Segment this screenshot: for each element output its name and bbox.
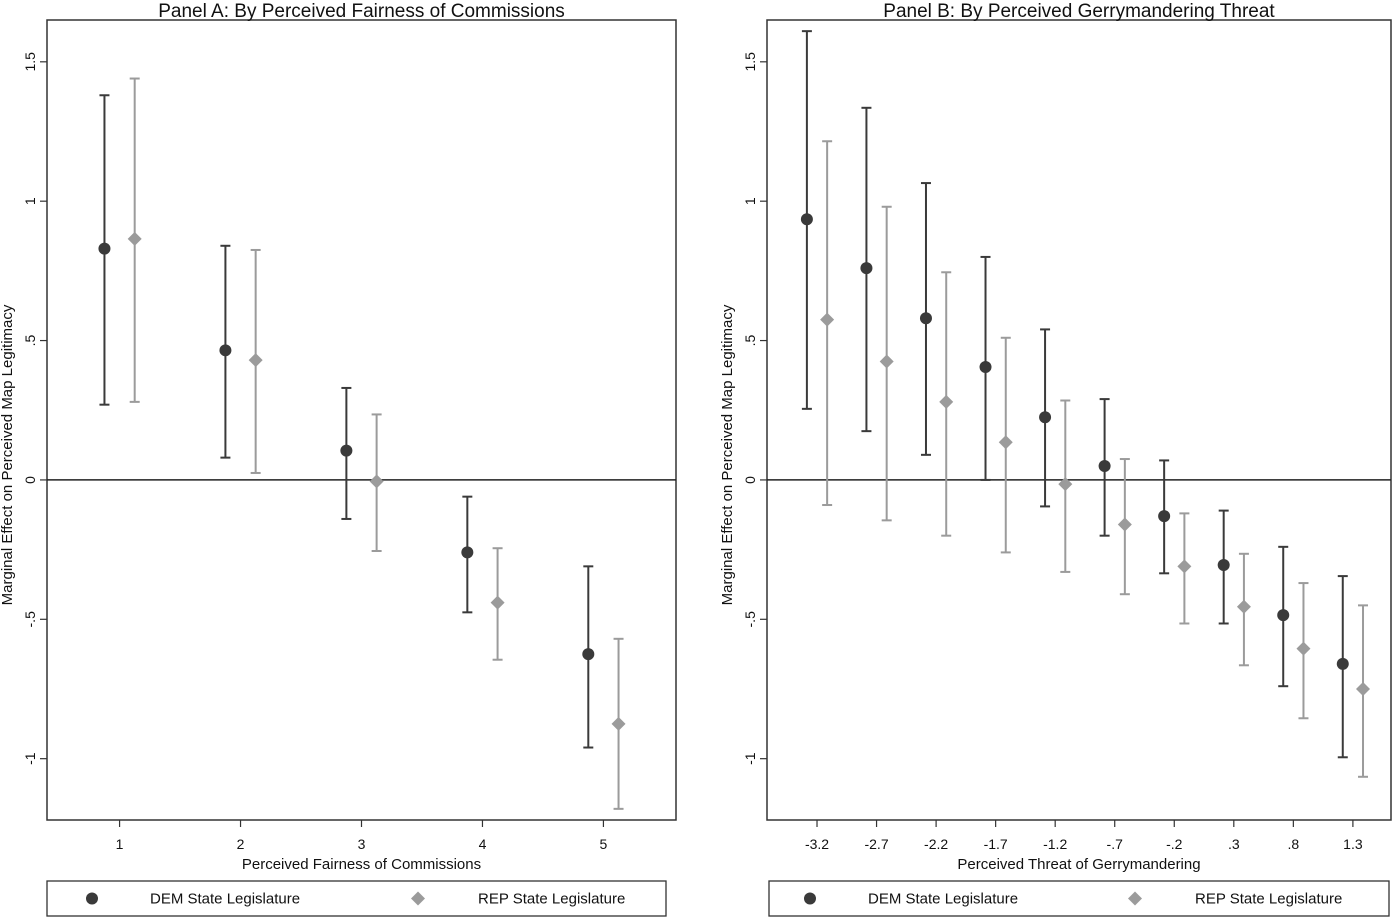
point-estimate-dem xyxy=(860,262,873,275)
x-tick-label: -2.2 xyxy=(924,836,948,852)
x-tick-label: 5 xyxy=(600,836,608,852)
point-estimate-dem xyxy=(919,312,932,325)
series-dem xyxy=(800,30,1349,759)
point-estimate-dem xyxy=(1277,609,1290,622)
y-tick-label: 1 xyxy=(22,197,38,205)
panel-a: Panel A: By Perceived Fairness of Commis… xyxy=(0,1,677,917)
y-tick-label: .5 xyxy=(742,335,758,347)
y-tick-label: 0 xyxy=(742,476,758,484)
y-tick-label: 1.5 xyxy=(742,52,758,72)
y-tick-label: 1.5 xyxy=(22,52,38,72)
y-tick-label: 1 xyxy=(742,197,758,205)
point-estimate-dem xyxy=(1039,411,1052,424)
point-estimate-rep xyxy=(1058,477,1073,492)
x-axis-label: Perceived Fairness of Commissions xyxy=(242,856,481,873)
x-axis-label: Perceived Threat of Gerrymandering xyxy=(957,856,1200,873)
point-estimate-dem xyxy=(1098,459,1111,472)
point-estimate-rep xyxy=(248,353,263,368)
legend-box xyxy=(768,880,1390,917)
chart-title: Panel B: By Perceived Gerrymandering Thr… xyxy=(883,1,1275,22)
y-tick-label: -1 xyxy=(742,752,758,765)
x-tick-label: .3 xyxy=(1228,836,1240,852)
legend-dem-marker xyxy=(86,892,98,905)
legend-box xyxy=(46,880,667,917)
chart-title: Panel A: By Perceived Fairness of Commis… xyxy=(158,1,565,22)
plot-frame xyxy=(46,19,677,821)
point-estimate-rep xyxy=(998,435,1013,450)
point-estimate-rep xyxy=(939,394,954,409)
point-estimate-rep xyxy=(1177,559,1192,574)
point-estimate-rep xyxy=(490,595,505,610)
x-tick-label: 3 xyxy=(358,836,366,852)
x-tick-label: -.7 xyxy=(1107,836,1124,852)
y-axis-label: Marginal Effect on Perceived Map Legitim… xyxy=(0,304,16,605)
y-tick-label: 0 xyxy=(22,476,38,484)
point-estimate-dem xyxy=(800,213,813,226)
x-tick-label: .8 xyxy=(1288,836,1300,852)
legend: DEM State Legislature REP State Legislatu… xyxy=(768,880,1390,917)
point-estimate-rep xyxy=(879,354,894,369)
point-estimate-dem xyxy=(461,546,474,559)
point-estimate-rep xyxy=(1296,641,1311,656)
legend-rep-label: REP State Legislature xyxy=(478,891,625,908)
point-estimate-rep xyxy=(611,716,626,731)
y-tick-label: -1 xyxy=(22,752,38,765)
legend-dem-label: DEM State Legislature xyxy=(150,891,300,908)
x-tick-label: 2 xyxy=(237,836,245,852)
x-tick-label: 4 xyxy=(479,836,487,852)
point-estimate-rep xyxy=(1236,599,1251,614)
point-estimate-rep xyxy=(369,474,384,489)
plot-frame xyxy=(766,19,1392,821)
x-tick-label: 1 xyxy=(116,836,124,852)
point-estimate-rep xyxy=(1356,681,1371,696)
point-estimate-rep xyxy=(820,312,835,327)
x-tick-label: -.2 xyxy=(1166,836,1183,852)
legend-dem-marker xyxy=(804,892,816,905)
point-estimate-dem xyxy=(1217,558,1230,571)
point-estimate-dem xyxy=(582,648,595,661)
panel-b: Panel B: By Perceived Gerrymandering Thr… xyxy=(719,1,1392,917)
legend-dem-label: DEM State Legislature xyxy=(868,891,1018,908)
legend-rep-label: REP State Legislature xyxy=(1195,891,1342,908)
y-tick-label: .5 xyxy=(22,335,38,347)
point-estimate-dem xyxy=(219,344,232,357)
point-estimate-dem xyxy=(1336,657,1349,670)
legend: DEM State Legislature REP State Legislatu… xyxy=(46,880,667,917)
point-estimate-rep xyxy=(127,231,142,246)
legend-rep-marker xyxy=(1128,891,1142,906)
point-estimate-dem xyxy=(340,444,353,457)
y-tick-label: -.5 xyxy=(22,611,38,628)
series-rep xyxy=(127,77,626,810)
point-estimate-dem xyxy=(1158,510,1171,523)
y-tick-label: -.5 xyxy=(742,611,758,628)
series-rep xyxy=(820,140,1371,778)
x-tick-label: 1.3 xyxy=(1343,836,1363,852)
x-tick-label: -1.7 xyxy=(984,836,1008,852)
y-axis-label: Marginal Effect on Perceived Map Legitim… xyxy=(719,304,736,605)
point-estimate-dem xyxy=(979,361,992,374)
point-estimate-rep xyxy=(1117,517,1132,532)
legend-rep-marker xyxy=(411,891,425,906)
x-tick-label: -2.7 xyxy=(864,836,888,852)
x-tick-label: -1.2 xyxy=(1043,836,1067,852)
point-estimate-dem xyxy=(98,242,111,255)
x-tick-label: -3.2 xyxy=(805,836,829,852)
series-dem xyxy=(98,94,595,749)
